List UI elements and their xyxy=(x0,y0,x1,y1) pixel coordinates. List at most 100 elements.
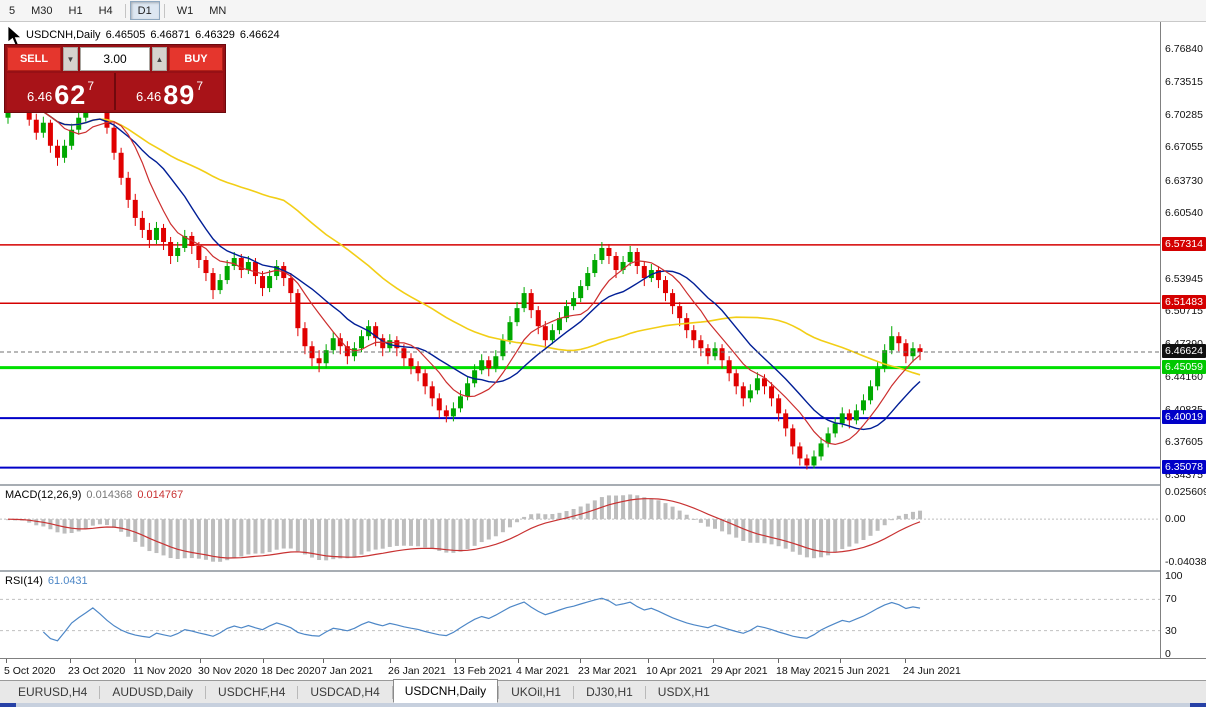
time-tick xyxy=(713,659,714,663)
rsi-axis-label: 70 xyxy=(1165,593,1177,605)
price-tick-label: 6.44160 xyxy=(1165,371,1203,383)
volume-increase-button[interactable]: ▲ xyxy=(152,47,167,71)
panel-separator-rsi[interactable] xyxy=(0,570,1206,572)
time-tick xyxy=(323,659,324,663)
timeframe-button-mn[interactable]: MN xyxy=(201,1,234,20)
sell-price-pips: 62 xyxy=(54,79,87,110)
volume-decrease-button[interactable]: ▼ xyxy=(63,47,78,71)
timeframe-button-w1[interactable]: W1 xyxy=(169,1,202,20)
ohlc-low: 6.46329 xyxy=(195,29,235,41)
ohlc-open: 6.46505 xyxy=(105,29,146,41)
tab-ukoil-h1[interactable]: UKOil,H1 xyxy=(511,685,562,699)
time-tick xyxy=(6,659,7,663)
time-tick xyxy=(778,659,779,663)
horizontal-level-lines xyxy=(0,244,1160,469)
time-tick xyxy=(200,659,201,663)
date-label: 23 Mar 2021 xyxy=(578,665,637,677)
date-label: 26 Jan 2021 xyxy=(388,665,446,677)
timeframe-button-m30[interactable]: M30 xyxy=(23,1,60,20)
date-label: 23 Oct 2020 xyxy=(68,665,126,677)
tab-separator xyxy=(391,685,393,699)
date-label: 10 Apr 2021 xyxy=(646,665,703,677)
price-tick-label: 6.70285 xyxy=(1165,109,1203,121)
tab-separator xyxy=(99,685,101,699)
level-price-label: 6.46624 xyxy=(1162,344,1206,358)
scroll-left-grip[interactable] xyxy=(0,703,16,707)
timeframe-button-5[interactable]: 5 xyxy=(1,1,23,20)
toolbar-separator xyxy=(163,3,165,18)
date-label: 24 Jun 2021 xyxy=(903,665,961,677)
timeframe-button-h1[interactable]: H1 xyxy=(61,1,91,20)
chart-symbol: USDCNH,Daily xyxy=(26,29,101,41)
bottom-scroll-strip[interactable] xyxy=(0,703,1206,707)
volume-input[interactable] xyxy=(80,47,150,71)
timeframe-toolbar: 5 M30 H1 H4 D1 W1 MN xyxy=(0,0,1206,22)
date-label: 5 Jun 2021 xyxy=(838,665,890,677)
panel-separator-macd[interactable] xyxy=(0,484,1206,486)
time-tick xyxy=(580,659,581,663)
date-label: 7 Jan 2021 xyxy=(321,665,373,677)
tab-usdcnh-daily[interactable]: USDCNH,Daily xyxy=(392,679,499,703)
buy-price-point: 7 xyxy=(196,79,204,93)
rsi-line xyxy=(42,597,921,642)
macd-signal-line xyxy=(7,498,921,559)
chart-title: USDCNH,Daily 6.46505 6.46871 6.46329 6.46624 xyxy=(26,29,285,41)
level-price-label: 6.57314 xyxy=(1162,237,1206,251)
tab-usdx-h1[interactable]: USDX,H1 xyxy=(657,685,710,699)
time-axis[interactable]: 5 Oct 2020 23 Oct 2020 11 Nov 2020 30 Nov 2… xyxy=(0,658,1206,680)
macd-axis-label: 0.00 xyxy=(1165,513,1186,525)
macd-axis-label: -0.04038 xyxy=(1165,556,1206,568)
tab-audusd-daily[interactable]: AUDUSD,Daily xyxy=(112,685,194,699)
rsi-axis-label: 0 xyxy=(1165,648,1171,660)
sell-price-prefix: 6.46 xyxy=(26,89,53,104)
time-tick xyxy=(518,659,519,663)
date-label: 30 Nov 2020 xyxy=(198,665,258,677)
price-tick-label: 6.60540 xyxy=(1165,207,1203,219)
rsi-indicator[interactable] xyxy=(0,572,1160,658)
tab-eurusd-h4[interactable]: EURUSD,H4 xyxy=(18,685,88,699)
macd-indicator[interactable] xyxy=(0,486,1160,570)
price-tick-label: 6.53945 xyxy=(1165,273,1203,285)
chart-tabs-bar: EURUSD,H4 AUDUSD,Daily USDCHF,H4 USDCAD,H4 U… xyxy=(0,679,1206,703)
buy-price-button[interactable]: 6.46 89 7 xyxy=(116,73,223,110)
tab-usdchf-h4[interactable]: USDCHF,H4 xyxy=(218,685,286,699)
time-tick xyxy=(455,659,456,663)
toolbar-separator xyxy=(124,3,126,18)
one-click-trading-panel: SELL ▼ ▲ BUY 6.46 62 7 6.46 89 7 xyxy=(4,44,226,113)
rsi-axis-label: 30 xyxy=(1165,625,1177,637)
timeframe-button-d1[interactable]: D1 xyxy=(129,1,160,20)
date-label: 29 Apr 2021 xyxy=(711,665,768,677)
scroll-right-grip[interactable] xyxy=(1190,703,1206,707)
date-label: 5 Oct 2020 xyxy=(4,665,56,677)
date-label: 18 May 2021 xyxy=(776,665,837,677)
timeframe-button-h4[interactable]: H4 xyxy=(91,1,121,20)
ohlc-high: 6.46871 xyxy=(150,29,191,41)
tab-separator xyxy=(498,685,500,699)
price-axis[interactable]: 6.76840 6.73515 6.70285 6.67055 6.63730 6.605… xyxy=(1160,22,1206,660)
level-price-label: 6.51483 xyxy=(1162,295,1206,309)
sell-price-button[interactable]: 6.46 62 7 xyxy=(7,73,116,110)
level-price-label: 6.35078 xyxy=(1162,460,1206,474)
date-label: 11 Nov 2020 xyxy=(133,665,192,677)
tab-separator xyxy=(297,685,299,699)
rsi-axis-label: 100 xyxy=(1165,570,1183,582)
rsi-name: RSI(14) xyxy=(5,575,43,587)
tab-separator xyxy=(205,685,207,699)
tab-separator xyxy=(644,685,646,699)
time-tick xyxy=(70,659,71,663)
tab-usdcad-h4[interactable]: USDCAD,H4 xyxy=(310,685,380,699)
buy-price-prefix: 6.46 xyxy=(135,89,162,104)
tab-dj30-h1[interactable]: DJ30,H1 xyxy=(586,685,633,699)
time-tick xyxy=(390,659,391,663)
buy-button[interactable]: BUY xyxy=(169,47,223,71)
sell-button[interactable]: SELL xyxy=(7,47,61,71)
price-tick-label: 6.63730 xyxy=(1165,175,1203,187)
time-tick xyxy=(840,659,841,663)
price-tick-label: 6.73515 xyxy=(1165,76,1203,88)
date-label: 4 Mar 2021 xyxy=(516,665,570,677)
macd-histogram xyxy=(6,494,923,562)
moving-average-lines xyxy=(7,91,921,446)
macd-value-signal: 0.014767 xyxy=(137,489,184,501)
level-price-label: 6.45059 xyxy=(1162,360,1206,374)
